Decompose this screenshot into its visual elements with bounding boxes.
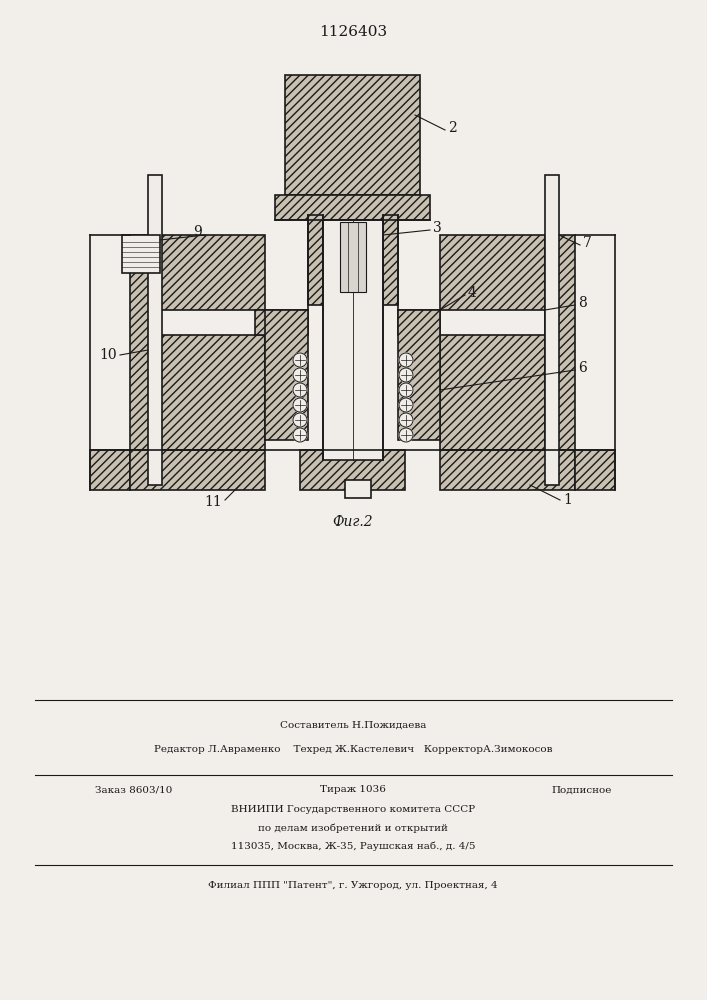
Text: 11: 11: [204, 495, 222, 509]
Text: Фиг.2: Фиг.2: [333, 515, 373, 529]
Text: 4: 4: [468, 286, 477, 300]
Circle shape: [293, 353, 307, 367]
Polygon shape: [285, 75, 420, 195]
Text: Тираж 1036: Тираж 1036: [320, 786, 386, 794]
Polygon shape: [440, 235, 545, 310]
Text: ВНИИПИ Государственного комитета СССР: ВНИИПИ Государственного комитета СССР: [231, 806, 475, 814]
Polygon shape: [90, 450, 130, 490]
Circle shape: [293, 383, 307, 397]
Circle shape: [293, 368, 307, 382]
Text: 10: 10: [100, 348, 117, 362]
Polygon shape: [255, 310, 308, 335]
Polygon shape: [383, 215, 398, 305]
Polygon shape: [398, 310, 440, 440]
Text: по делам изобретений и открытий: по делам изобретений и открытий: [258, 823, 448, 833]
Polygon shape: [130, 235, 160, 450]
Text: Заказ 8603/10: Заказ 8603/10: [95, 786, 173, 794]
Polygon shape: [300, 450, 405, 490]
Text: Филиал ППП "Патент", г. Ужгород, ул. Проектная, 4: Филиал ППП "Патент", г. Ужгород, ул. Про…: [208, 880, 498, 890]
Polygon shape: [440, 335, 545, 450]
Circle shape: [293, 398, 307, 412]
Text: 9: 9: [193, 225, 202, 239]
Polygon shape: [398, 310, 440, 335]
Text: Составитель Н.Пожидаева: Составитель Н.Пожидаева: [280, 720, 426, 730]
Circle shape: [399, 413, 413, 427]
Text: 7: 7: [583, 236, 592, 250]
Bar: [148, 175, 162, 485]
Polygon shape: [308, 215, 323, 305]
Text: 3: 3: [433, 221, 442, 235]
Text: 2: 2: [448, 121, 457, 135]
Circle shape: [399, 398, 413, 412]
Polygon shape: [275, 195, 430, 220]
Polygon shape: [440, 450, 575, 490]
Text: 1126403: 1126403: [319, 25, 387, 39]
Polygon shape: [160, 235, 265, 310]
Circle shape: [399, 353, 413, 367]
Text: 113035, Москва, Ж-35, Раушская наб., д. 4/5: 113035, Москва, Ж-35, Раушская наб., д. …: [230, 841, 475, 851]
Polygon shape: [130, 450, 265, 490]
Polygon shape: [575, 450, 615, 490]
Text: Редактор Л.Авраменко    Техред Ж.Кастелевич   КорректорА.Зимокосов: Редактор Л.Авраменко Техред Ж.Кастелевич…: [153, 746, 552, 754]
Polygon shape: [545, 235, 575, 450]
Bar: [323, 220, 383, 460]
Polygon shape: [160, 335, 265, 450]
Circle shape: [293, 428, 307, 442]
Polygon shape: [265, 310, 308, 440]
Bar: [340, 222, 366, 292]
Circle shape: [293, 413, 307, 427]
Text: 8: 8: [578, 296, 587, 310]
Circle shape: [399, 368, 413, 382]
Bar: [545, 175, 559, 485]
Circle shape: [399, 428, 413, 442]
Bar: [345, 480, 371, 498]
Circle shape: [399, 383, 413, 397]
Text: Подписное: Подписное: [551, 786, 612, 794]
Text: 1: 1: [563, 493, 572, 507]
Bar: [122, 235, 160, 273]
Text: 6: 6: [578, 361, 587, 375]
